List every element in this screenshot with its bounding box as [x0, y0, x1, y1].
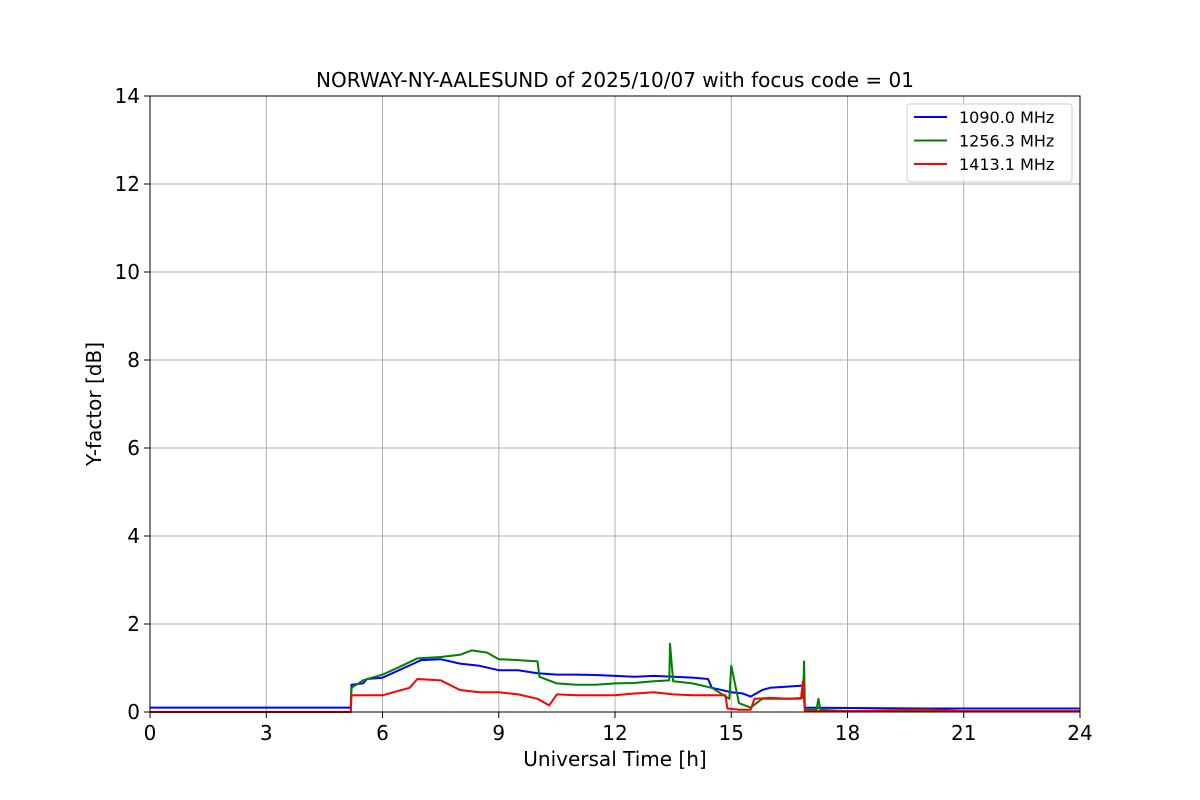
y-tick-label: 14 [115, 84, 140, 108]
x-tick-label: 24 [1067, 721, 1092, 745]
x-tick-label: 6 [376, 721, 389, 745]
legend-entry: 1090.0 MHz [959, 108, 1054, 127]
y-tick-label: 0 [127, 700, 140, 724]
legend: 1090.0 MHz 1256.3 MHz 1413.1 MHz [906, 103, 1073, 183]
y-tick-label: 4 [127, 524, 140, 548]
y-axis-label: Y-factor [dB] [82, 342, 106, 467]
x-tick-label: 9 [492, 721, 505, 745]
legend-entry: 1413.1 MHz [959, 155, 1054, 174]
x-tick-label: 21 [951, 721, 976, 745]
x-axis-label: Universal Time [h] [523, 747, 706, 771]
x-tick-label: 12 [602, 721, 627, 745]
y-tick-label: 10 [115, 260, 140, 284]
y-tick-label: 6 [127, 436, 140, 460]
series-line-0 [150, 658, 1080, 710]
legend-entry: 1256.3 MHz [959, 132, 1054, 151]
y-tick-label: 2 [127, 612, 140, 636]
legend-box [906, 103, 1073, 183]
x-tick-label: 0 [144, 721, 157, 745]
chart-title: NORWAY-NY-AALESUND of 2025/10/07 with fo… [316, 68, 914, 92]
x-tick-label: 18 [835, 721, 860, 745]
y-tick-label: 8 [127, 348, 140, 372]
x-tick-label: 3 [260, 721, 273, 745]
series-line-2 [150, 678, 1080, 713]
series-layer [150, 642, 1080, 713]
series-line-1 [349, 642, 1080, 713]
x-tick-label: 15 [719, 721, 744, 745]
y-tick-label: 12 [115, 172, 140, 196]
